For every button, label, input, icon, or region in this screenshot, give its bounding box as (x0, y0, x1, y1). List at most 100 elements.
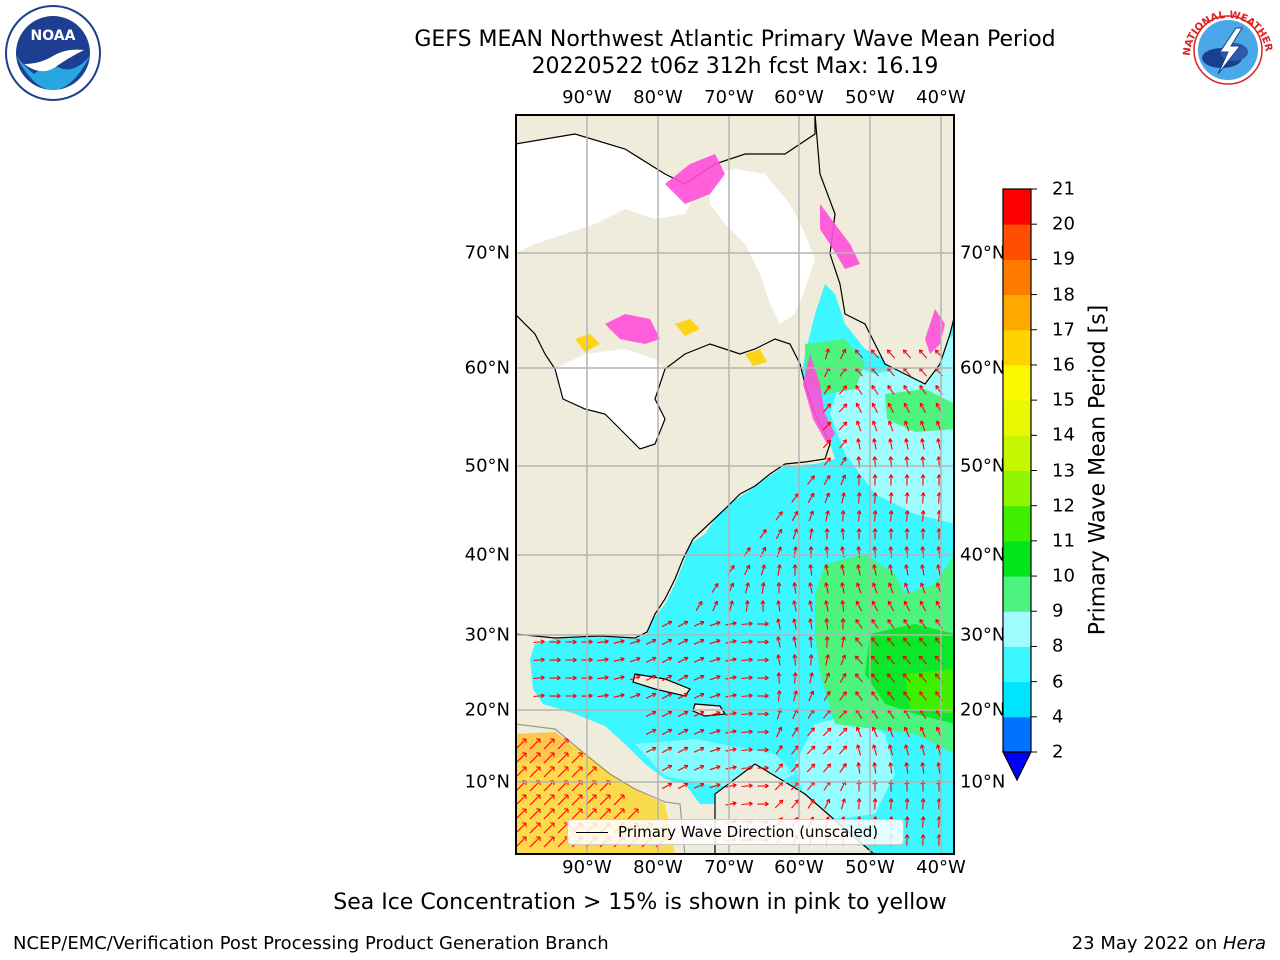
wave-direction-arrow (824, 798, 831, 810)
wave-direction-arrow (871, 691, 879, 701)
wave-direction-arrow (920, 510, 926, 522)
wave-direction-arrow (920, 744, 926, 756)
wave-direction-arrow (808, 654, 814, 666)
wave-direction-arrow (693, 674, 705, 681)
wave-direction-arrow (597, 657, 609, 663)
wave-direction-arrow (840, 348, 847, 360)
wave-direction-arrow (888, 744, 894, 756)
lat-tick-label: 10°N (960, 771, 1006, 793)
wave-direction-arrow (855, 582, 862, 594)
wave-direction-arrow (744, 600, 750, 612)
wave-direction-arrow (839, 456, 847, 467)
wave-direction-arrow (824, 618, 830, 630)
wave-direction-arrow (872, 492, 878, 504)
wave-direction-arrow (549, 657, 561, 663)
wave-direction-arrow (920, 438, 925, 450)
wave-direction-arrow (807, 727, 816, 737)
wave-direction-arrow (886, 655, 896, 665)
wave-direction-arrow (741, 711, 753, 717)
chart-title: GEFS MEAN Northwest Atlantic Primary Wav… (414, 27, 1056, 52)
wave-direction-arrow (725, 711, 737, 716)
wave-direction-arrow (822, 763, 832, 773)
wave-direction-arrow (841, 492, 846, 504)
wave-direction-arrow (776, 618, 781, 630)
wave-direction-arrow (840, 618, 846, 630)
colorbar-level-label: 10 (1052, 565, 1075, 587)
colorbar-level-label: 6 (1052, 671, 1064, 693)
colorbar-level-label: 18 (1052, 284, 1075, 306)
wave-direction-arrow (792, 600, 797, 612)
wave-direction-arrow (792, 636, 797, 648)
wave-direction-arrow (888, 492, 894, 504)
wave-direction-arrow (557, 766, 569, 778)
wave-direction-arrow (920, 798, 926, 810)
wave-direction-arrow (597, 639, 609, 645)
wave-direction-arrow (775, 528, 783, 540)
colorbar-bin (1003, 259, 1031, 296)
wave-direction-arrow (645, 728, 657, 735)
wave-direction-arrow (855, 600, 863, 612)
wave-direction-arrow (757, 675, 769, 681)
wave-direction-arrow (808, 636, 814, 648)
wave-direction-arrow (808, 690, 815, 702)
wave-direction-arrow (645, 638, 657, 645)
wave-direction-arrow (725, 801, 737, 806)
wave-direction-arrow (599, 794, 611, 806)
wave-direction-arrow (840, 654, 847, 666)
wave-direction-arrow (887, 600, 895, 612)
wave-direction-arrow (693, 638, 705, 645)
colorbar-bin (1003, 189, 1031, 225)
wave-direction-arrow (840, 564, 845, 576)
wave-direction-arrow (824, 528, 830, 540)
wave-direction-arrow (920, 834, 926, 846)
wave-direction-arrow (627, 808, 639, 820)
wave-direction-arrow (920, 492, 926, 504)
wave-direction-arrow (840, 798, 846, 810)
wave-direction-arrow (709, 675, 721, 681)
wave-direction-arrow (757, 693, 769, 699)
wave-direction-arrow (629, 692, 641, 699)
wave-direction-arrow (776, 636, 781, 648)
wave-direction-arrow (549, 693, 561, 699)
colorbar-bin (1003, 400, 1031, 436)
wave-direction-arrow (904, 798, 910, 810)
footer-credit: NCEP/EMC/Verification Post Processing Pr… (13, 933, 609, 954)
wave-direction-arrow (529, 738, 541, 750)
wave-direction-arrow (888, 564, 893, 576)
wave-direction-arrow (904, 474, 910, 486)
wave-direction-arrow (856, 528, 862, 540)
wave-direction-arrow (693, 728, 705, 735)
map-panel (515, 114, 955, 855)
footer-date: 23 May 2022 on Hera (1072, 933, 1266, 954)
colorbar-graphic (1002, 188, 1037, 782)
wave-direction-arrow (693, 746, 705, 753)
wave-direction-arrow (677, 728, 689, 736)
wave-direction-arrow (757, 765, 769, 771)
wave-direction-arrow (872, 474, 878, 486)
wave-direction-arrow (936, 438, 941, 450)
wave-direction-arrow (792, 618, 797, 630)
wave-direction-arrow (661, 764, 673, 772)
wave-direction-arrow (725, 657, 737, 662)
wave-direction-arrow (760, 600, 766, 612)
wave-direction-arrow (529, 836, 541, 848)
wave-direction-arrow (854, 655, 864, 665)
wave-direction-arrow (533, 657, 545, 663)
wave-direction-arrow (725, 621, 737, 626)
wave-direction-arrow (741, 747, 753, 753)
lat-tick-label: 50°N (464, 455, 510, 477)
lon-tick-label: 90°W (562, 857, 612, 878)
wave-direction-arrow (791, 726, 799, 737)
wave-direction-arrow (903, 402, 911, 414)
colorbar-bin (1003, 646, 1031, 683)
wave-direction-arrow (823, 385, 831, 395)
wave-direction-arrow (872, 762, 878, 774)
wave-direction-arrow (533, 675, 545, 681)
colorbar-level-label: 8 (1052, 635, 1064, 657)
wave-direction-arrow (855, 691, 863, 701)
wave-direction-arrow (920, 762, 926, 774)
wave-direction-arrow (693, 620, 705, 627)
wave-direction-arrow (919, 420, 926, 432)
wave-direction-arrow (904, 510, 910, 522)
wave-direction-arrow (888, 798, 894, 810)
